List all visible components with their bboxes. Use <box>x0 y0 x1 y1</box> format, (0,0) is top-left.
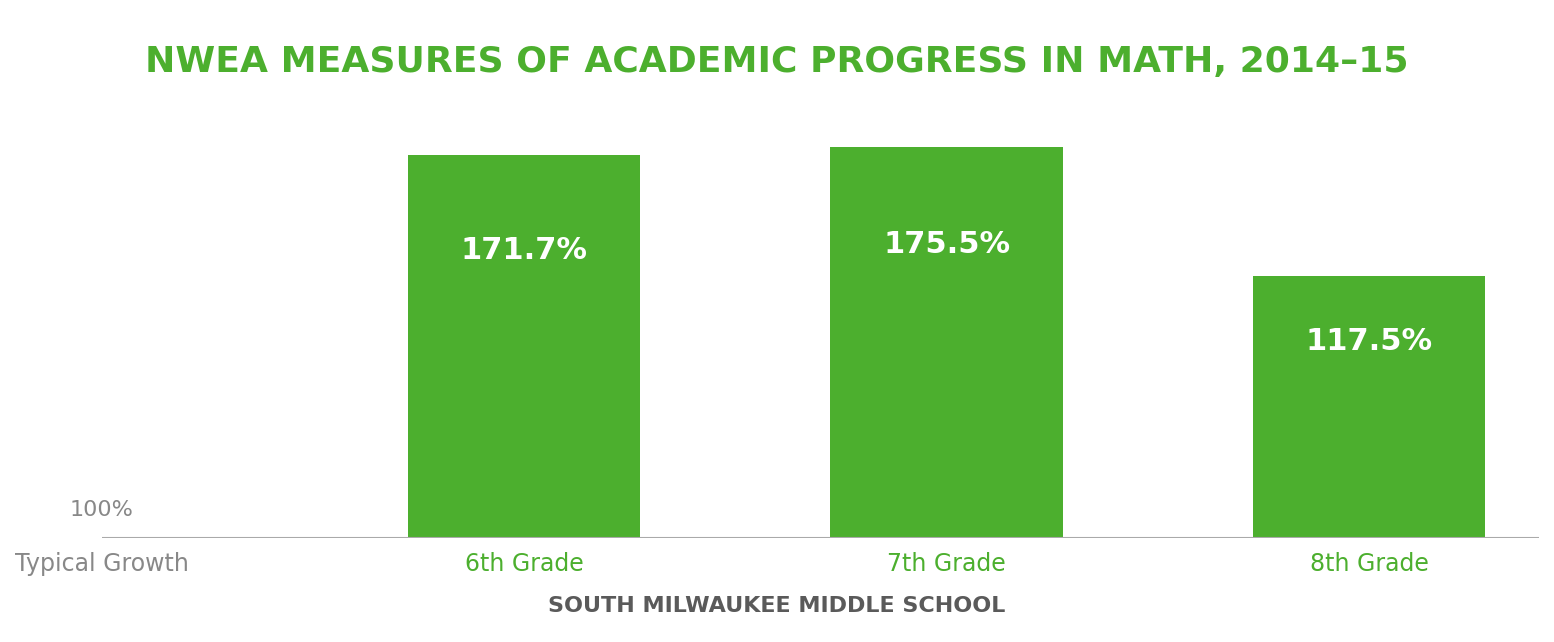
Text: 171.7%: 171.7% <box>462 236 587 265</box>
Bar <box>830 146 1063 538</box>
Text: SOUTH MILWAUKEE MIDDLE SCHOOL: SOUTH MILWAUKEE MIDDLE SCHOOL <box>549 596 1005 616</box>
Text: NWEA MEASURES OF ACADEMIC PROGRESS IN MATH, 2014–15: NWEA MEASURES OF ACADEMIC PROGRESS IN MA… <box>145 45 1409 79</box>
Bar <box>409 155 640 538</box>
Bar <box>1253 276 1486 538</box>
Text: 117.5%: 117.5% <box>1305 327 1433 356</box>
Text: 100%: 100% <box>70 500 134 520</box>
Text: 175.5%: 175.5% <box>883 230 1010 259</box>
